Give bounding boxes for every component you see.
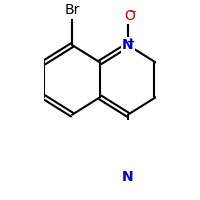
Text: N: N bbox=[122, 38, 134, 52]
Text: Br: Br bbox=[64, 3, 80, 17]
Text: −: − bbox=[129, 7, 138, 17]
Text: +: + bbox=[127, 37, 135, 47]
Text: N: N bbox=[122, 170, 134, 184]
Text: O: O bbox=[124, 9, 135, 23]
